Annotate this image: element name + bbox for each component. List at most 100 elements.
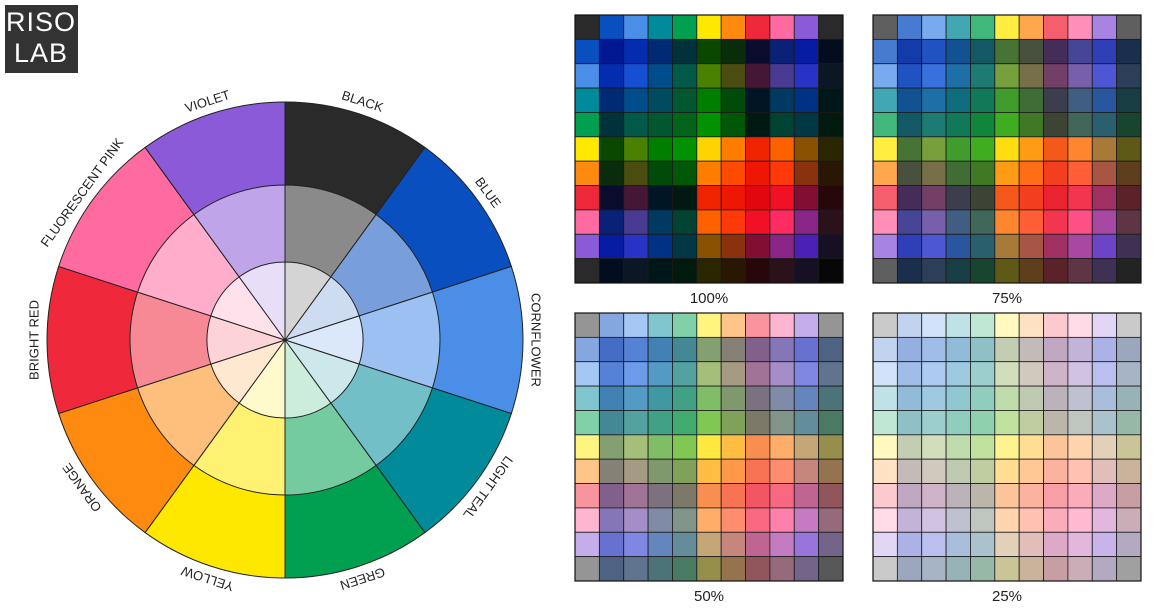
- grid-cell: [818, 112, 844, 138]
- grid-cell: [872, 556, 898, 582]
- grid-cell: [793, 112, 820, 138]
- grid-cell: [921, 209, 947, 235]
- grid-cell: [1018, 312, 1044, 338]
- grid-cell: [945, 312, 971, 338]
- grid-cell: [647, 160, 673, 186]
- grid-cell: [598, 63, 625, 89]
- grid-cell: [945, 160, 971, 186]
- grid-cell: [598, 160, 625, 186]
- grid-cell: [994, 556, 1020, 582]
- grid-cell: [574, 531, 600, 558]
- grid-cell: [1116, 136, 1142, 162]
- grid-cell: [994, 87, 1020, 113]
- grid-cell: [921, 531, 947, 558]
- grid-cell: [994, 258, 1020, 284]
- grid-cell: [769, 458, 795, 484]
- grid-cell: [921, 434, 947, 460]
- grid-cell: [720, 312, 746, 338]
- grid-cell: [623, 458, 649, 484]
- grid-cell: [793, 507, 820, 533]
- grid-cell: [598, 14, 625, 40]
- grid-cell: [818, 483, 844, 509]
- grid-cell: [1116, 556, 1142, 582]
- grid-cell: [745, 410, 771, 436]
- grid-cell: [1091, 434, 1118, 460]
- grid-cell: [672, 160, 698, 186]
- grid-cell: [696, 507, 722, 533]
- grid-cell: [1043, 185, 1069, 211]
- grid-cell: [818, 136, 844, 162]
- grid-cell: [945, 87, 971, 113]
- grid-cell: [672, 112, 698, 138]
- grid-cell: [896, 258, 923, 284]
- wheel-segment: [238, 261, 286, 342]
- grid-cell: [970, 258, 996, 284]
- grid-cell: [1018, 38, 1044, 65]
- grid-cell: [1043, 14, 1069, 40]
- grid-cell: [994, 385, 1020, 411]
- grid-cell: [672, 483, 698, 509]
- grid-cell: [1018, 233, 1044, 260]
- grid-cell: [598, 87, 625, 113]
- grid-cell: [672, 87, 698, 113]
- grid-cell: [720, 507, 746, 533]
- grid-cell: [672, 336, 698, 363]
- grid-cell: [793, 361, 820, 387]
- grid-cell: [896, 136, 923, 162]
- grid-cell: [745, 361, 771, 387]
- grid-cell: [647, 87, 673, 113]
- grid-cell: [574, 483, 600, 509]
- grid-cell: [793, 312, 820, 338]
- grid-cell: [994, 336, 1020, 363]
- grid-cell: [623, 361, 649, 387]
- grid-label: 75%: [992, 290, 1022, 307]
- grid-cell: [945, 458, 971, 484]
- grid-cell: [647, 209, 673, 235]
- grid-cell: [818, 556, 844, 582]
- grid-cell: [1018, 385, 1044, 411]
- grid-cell: [921, 556, 947, 582]
- grid-cell: [1018, 483, 1044, 509]
- grid-cell: [574, 160, 600, 186]
- grid-cell: [672, 361, 698, 387]
- grid-cell: [1116, 312, 1142, 338]
- grid-cell: [647, 38, 673, 65]
- grid-cell: [647, 410, 673, 436]
- grid-cell: [793, 63, 820, 89]
- grid-cell: [672, 63, 698, 89]
- grid-cell: [970, 233, 996, 260]
- grid-cell: [945, 258, 971, 284]
- grid-cell: [1116, 507, 1142, 533]
- grid-cell: [623, 410, 649, 436]
- grid-cell: [994, 507, 1020, 533]
- grid-cell: [769, 136, 795, 162]
- grid-cell: [1116, 531, 1142, 558]
- grid-cell: [574, 507, 600, 533]
- grid-cell: [647, 63, 673, 89]
- grid-cell: [720, 410, 746, 436]
- grid-cell: [598, 38, 625, 65]
- grid-cell: [745, 434, 771, 460]
- grid-cell: [921, 410, 947, 436]
- grid-cell: [1043, 136, 1069, 162]
- grid-cell: [945, 410, 971, 436]
- grid-cell: [574, 63, 600, 89]
- grid-cell: [1018, 434, 1044, 460]
- grid-cell: [945, 38, 971, 65]
- grid-cell: [720, 185, 746, 211]
- grid-cell: [574, 185, 600, 211]
- grid-cell: [647, 312, 673, 338]
- grid-cell: [623, 531, 649, 558]
- grid-cell: [1043, 312, 1069, 338]
- grid-cell: [1043, 483, 1069, 509]
- grid-cell: [994, 458, 1020, 484]
- grid-cell: [769, 336, 795, 363]
- grid-cell: [598, 233, 625, 260]
- grid-cell: [672, 434, 698, 460]
- grid-cell: [1116, 434, 1142, 460]
- grid-cell: [896, 160, 923, 186]
- grid-cell: [945, 385, 971, 411]
- grid-cell: [1018, 87, 1044, 113]
- grid-cell: [720, 361, 746, 387]
- grid-cell: [1043, 209, 1069, 235]
